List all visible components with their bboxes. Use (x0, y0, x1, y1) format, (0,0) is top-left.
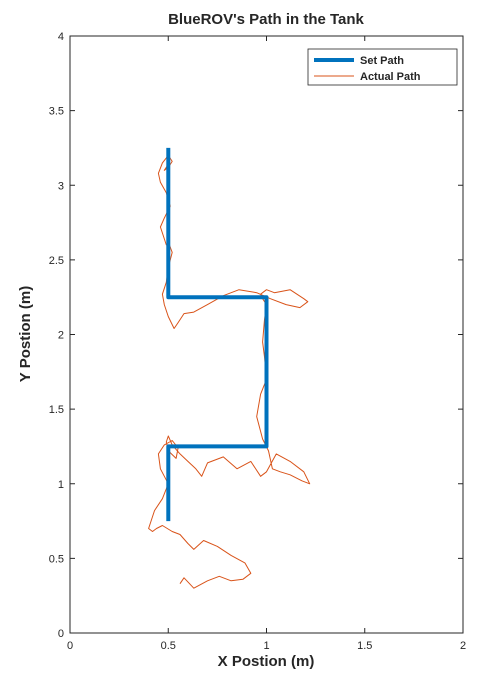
y-tick-label: 3 (58, 180, 64, 192)
x-tick-label: 2 (460, 640, 466, 652)
y-tick-label: 2.5 (49, 255, 64, 267)
x-tick-label: 0 (67, 640, 73, 652)
x-tick-label: 1 (263, 640, 269, 652)
y-tick-label: 2 (58, 330, 64, 342)
x-axis-ticks: 0 0.5 1 1.5 2 (67, 36, 466, 652)
series-line-set-path (166, 147, 269, 522)
y-tick-label: 0 (58, 628, 64, 640)
y-tick-label: 0.5 (49, 553, 64, 565)
chart-title: BlueROV's Path in the Tank (168, 11, 364, 28)
legend-label-actual-path: Actual Path (360, 71, 421, 83)
legend-box (307, 48, 458, 86)
y-tick-label: 3.5 (49, 106, 64, 118)
series-layer (148, 147, 311, 589)
y-tick-label: 1 (58, 479, 64, 491)
y-axis-ticks: 0 0.5 1 1.5 2 2.5 3 3.5 4 (49, 31, 463, 640)
legend: Set Path Actual Path (307, 48, 458, 86)
y-axis-label: Y Postion (m) (17, 286, 34, 382)
plot-frame (69, 35, 464, 634)
x-axis-label: X Postion (m) (218, 653, 315, 670)
x-tick-label: 0.5 (161, 640, 176, 652)
x-tick-label: 1.5 (357, 640, 372, 652)
legend-label-set-path: Set Path (360, 55, 404, 67)
y-tick-label: 4 (58, 31, 64, 43)
y-tick-label: 1.5 (49, 404, 64, 416)
